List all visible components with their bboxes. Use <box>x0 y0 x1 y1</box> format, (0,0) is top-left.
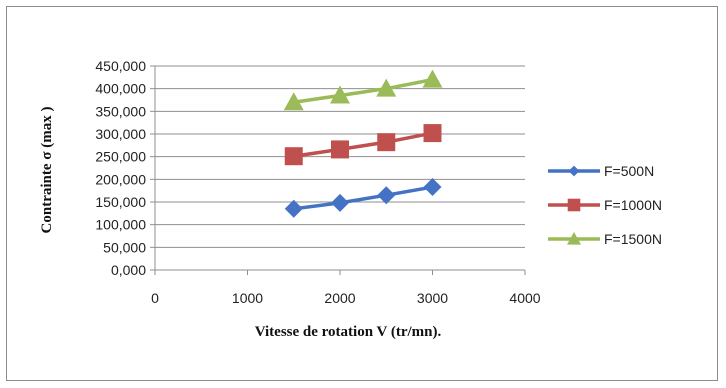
legend-label: F=1000N <box>604 197 662 213</box>
data-point <box>330 85 350 104</box>
data-point <box>283 92 304 111</box>
x-tick-label: 4000 <box>509 290 540 306</box>
y-tick-label: 300,000 <box>95 126 146 142</box>
axis-layer <box>150 65 526 275</box>
x-tick-label: 3000 <box>417 290 448 306</box>
data-point <box>423 124 442 143</box>
x-axis-title: Vitesse de rotation V (tr/mn). <box>255 324 442 340</box>
data-point <box>331 140 349 159</box>
x-tick-label: 1000 <box>232 290 263 306</box>
y-tick-label: 450,000 <box>95 58 146 74</box>
y-axis-title: Contrainte σ (max ) <box>39 107 55 234</box>
series-layer <box>283 69 443 218</box>
data-point <box>423 178 442 197</box>
legend-marker <box>567 232 581 245</box>
y-tick-label: 400,000 <box>95 81 146 97</box>
x-tick-label: 2000 <box>324 290 355 306</box>
y-tick-label: 50,000 <box>103 239 146 255</box>
legend-marker <box>567 198 581 212</box>
data-point <box>377 133 396 152</box>
data-point <box>376 78 397 97</box>
y-tick-label: 150,000 <box>95 194 146 210</box>
data-point <box>377 186 396 205</box>
tick-label-layer: 0,000 50,000 100,000 150,000 200,000 250,000 3… <box>95 58 540 306</box>
grid-layer <box>155 65 525 248</box>
data-point <box>284 199 303 218</box>
legend-label: F=1500N <box>604 231 662 247</box>
series-line <box>293 131 433 158</box>
y-tick-label: 100,000 <box>95 217 146 233</box>
y-tick-label: 250,000 <box>95 149 146 165</box>
data-point <box>284 147 303 166</box>
y-tick-label: 200,000 <box>95 171 146 187</box>
series-line <box>293 185 433 211</box>
legend-marker <box>568 165 580 177</box>
chart-frame <box>6 6 718 381</box>
legend-label: F=500N <box>604 163 654 179</box>
legend: F=500N F=1000N F=1500N <box>548 163 662 247</box>
y-tick-label: 0,000 <box>111 262 146 278</box>
x-tick-label: 0 <box>151 290 159 306</box>
y-tick-label: 350,000 <box>95 103 146 119</box>
series-line <box>293 77 433 104</box>
data-point <box>331 193 349 212</box>
data-point <box>422 69 443 88</box>
